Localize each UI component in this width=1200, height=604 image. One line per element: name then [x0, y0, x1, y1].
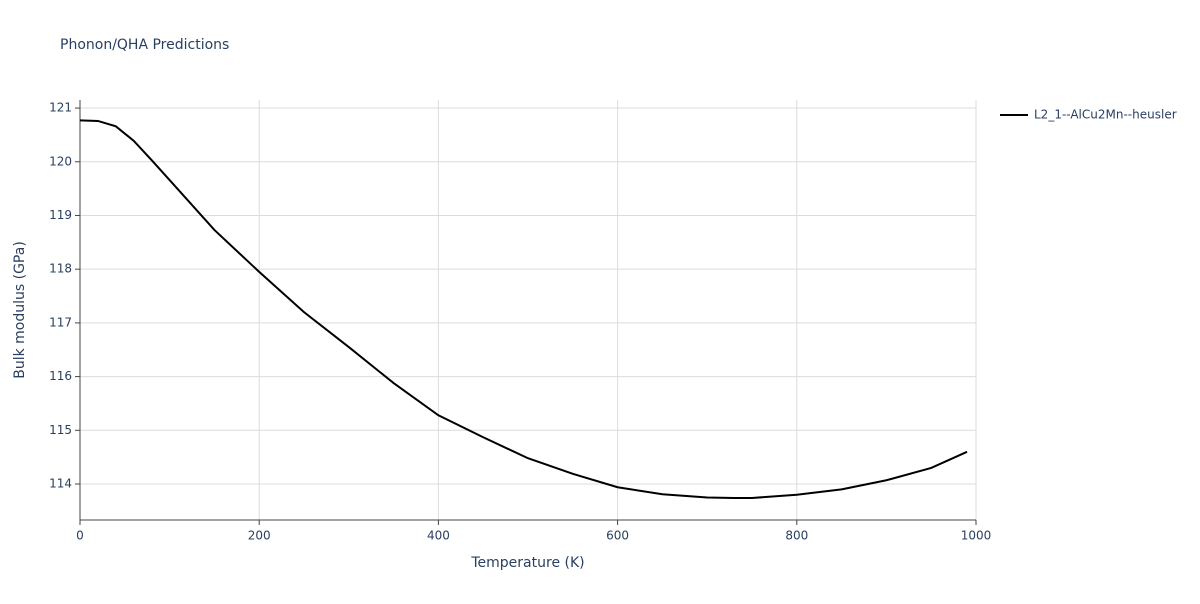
x-tick-label: 1000: [961, 529, 992, 543]
x-tick-label: 200: [248, 529, 271, 543]
legend-label: L2_1--AlCu2Mn--heusler: [1034, 108, 1177, 122]
x-tick-label: 600: [606, 529, 629, 543]
x-tick-label: 400: [427, 529, 450, 543]
y-axis-label: Bulk modulus (GPa): [12, 241, 28, 379]
y-tick-label: 115: [49, 423, 72, 437]
y-tick-label: 119: [49, 208, 72, 222]
chart-title: Phonon/QHA Predictions: [60, 37, 229, 53]
y-tick-label: 117: [49, 315, 72, 329]
y-tick-label: 118: [49, 262, 72, 276]
y-tick-label: 120: [49, 154, 72, 168]
y-tick-label: 116: [49, 369, 72, 383]
y-tick-label: 114: [49, 477, 72, 491]
line: [79, 119, 968, 499]
y-tick-label: 121: [49, 101, 72, 115]
x-tick-label: 800: [785, 529, 808, 543]
x-tick-label: 0: [76, 529, 84, 543]
x-axis-label: Temperature (K): [470, 555, 584, 571]
